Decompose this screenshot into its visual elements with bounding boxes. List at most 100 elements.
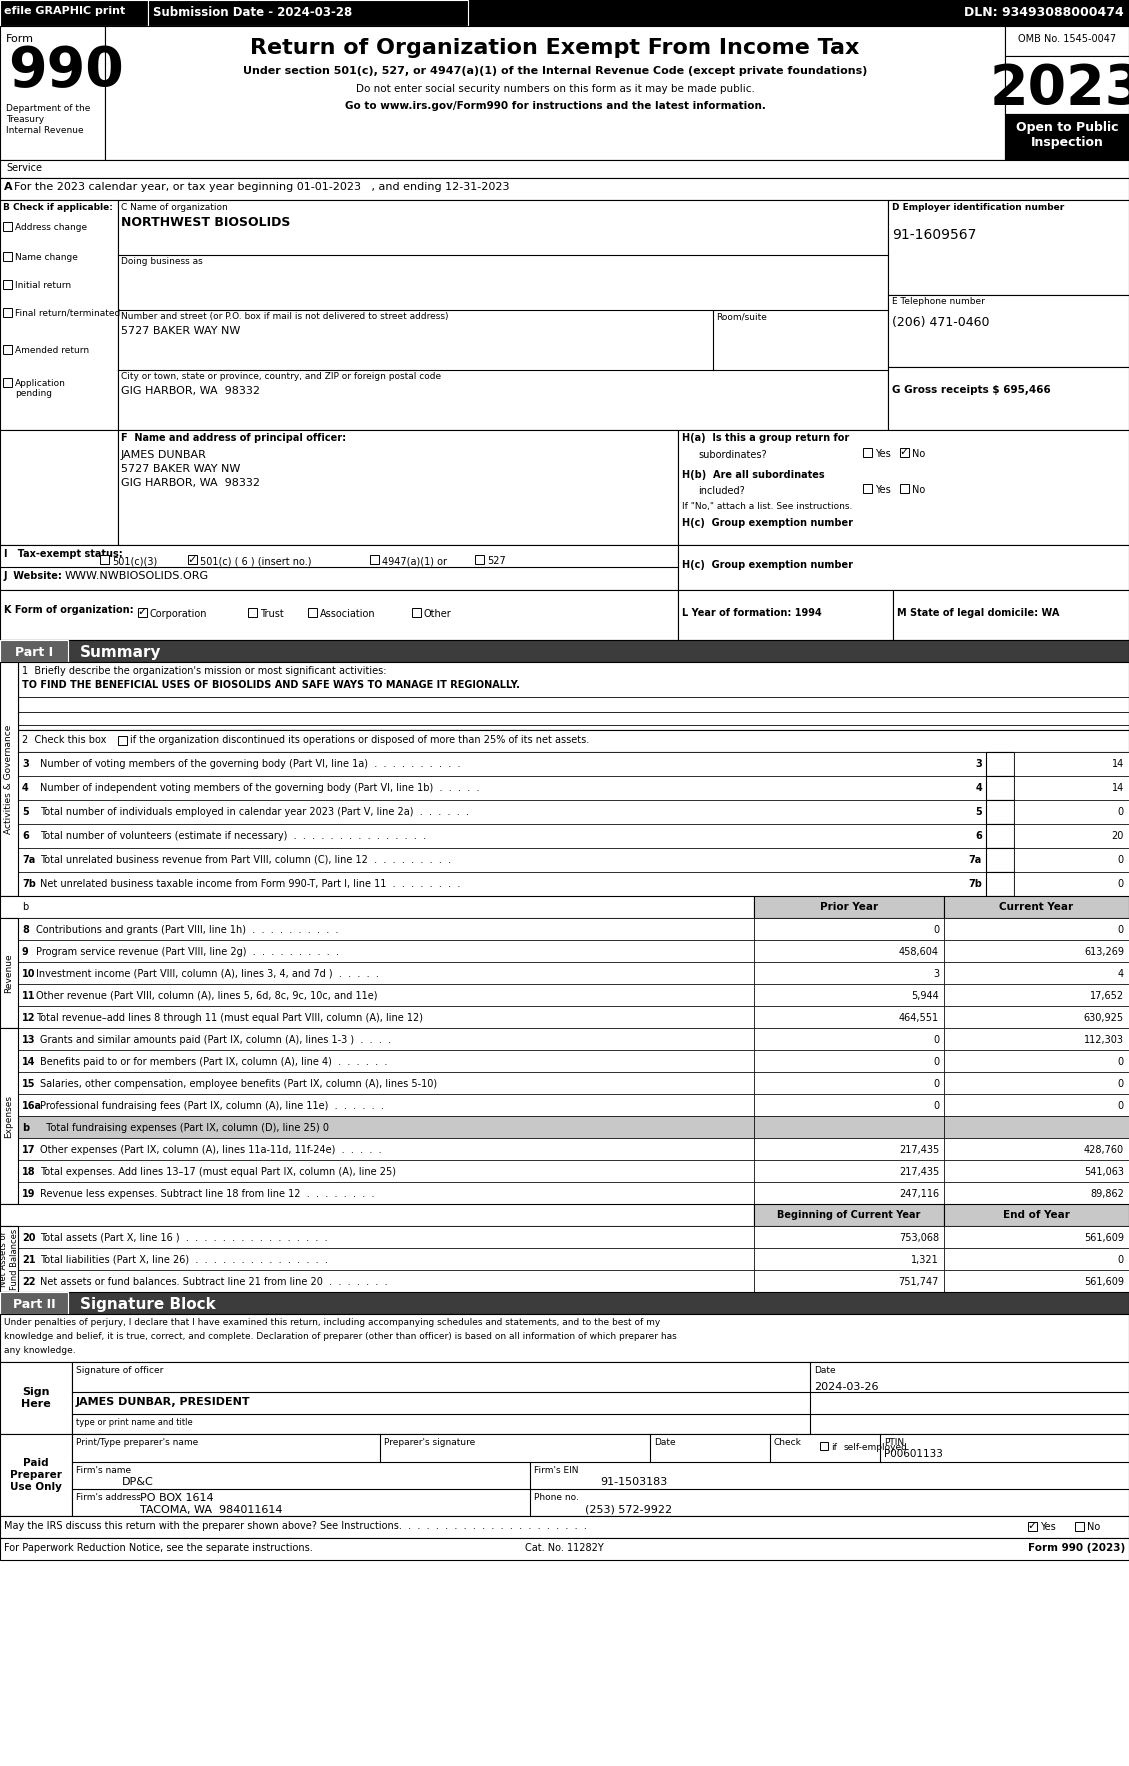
Text: Other revenue (Part VIII, column (A), lines 5, 6d, 8c, 9c, 10c, and 11e): Other revenue (Part VIII, column (A), li…	[36, 991, 377, 1001]
Text: 3: 3	[975, 759, 982, 768]
Text: Form 990 (2023): Form 990 (2023)	[1027, 1543, 1124, 1552]
Bar	[754, 1226, 944, 1249]
Text: D Employer identification number: D Employer identification number	[892, 203, 1065, 212]
Text: Yes: Yes	[875, 486, 891, 494]
Text: 217,435: 217,435	[899, 1144, 939, 1155]
Text: Total number of individuals employed in calendar year 2023 (Part V, line 2a)  . : Total number of individuals employed in …	[40, 807, 469, 818]
Text: Grants and similar amounts paid (Part IX, column (A), lines 1-3 )  .  .  .  .: Grants and similar amounts paid (Part IX…	[40, 1035, 391, 1045]
Bar	[754, 962, 944, 984]
Text: H(c)  Group exemption number: H(c) Group exemption number	[682, 560, 854, 570]
Bar	[0, 662, 18, 895]
Text: 2023: 2023	[990, 62, 1129, 117]
Text: (253) 572-9922: (253) 572-9922	[585, 1505, 672, 1513]
Text: 17,652: 17,652	[1089, 991, 1124, 1001]
Bar	[0, 546, 679, 590]
Text: Number of independent voting members of the governing body (Part VI, line 1b)  .: Number of independent voting members of …	[40, 782, 480, 793]
Bar	[18, 962, 754, 984]
Text: Name change: Name change	[15, 253, 78, 261]
Text: 247,116: 247,116	[899, 1189, 939, 1199]
Text: H(b)  Are all subordinates: H(b) Are all subordinates	[682, 470, 824, 480]
Text: Final return/terminated: Final return/terminated	[15, 309, 121, 318]
Bar	[18, 1116, 754, 1137]
Bar	[0, 639, 1129, 662]
Text: 217,435: 217,435	[899, 1167, 939, 1176]
Text: Revenue: Revenue	[5, 954, 14, 992]
Bar	[148, 0, 469, 26]
Bar	[18, 940, 754, 962]
Text: Firm's address: Firm's address	[76, 1492, 141, 1503]
Text: Do not enter social security numbers on this form as it may be made public.: Do not enter social security numbers on …	[356, 85, 754, 94]
Bar	[18, 1072, 754, 1093]
Text: 7b: 7b	[969, 879, 982, 888]
Bar	[0, 178, 1129, 200]
Text: OMB No. 1545-0047: OMB No. 1545-0047	[1018, 34, 1117, 44]
Text: ✓: ✓	[138, 608, 147, 618]
Bar	[18, 775, 1014, 800]
Bar	[18, 662, 1129, 729]
Text: Form: Form	[6, 34, 34, 44]
Bar	[18, 752, 1014, 775]
Text: Sign
Here: Sign Here	[21, 1388, 51, 1409]
Text: type or print name and title: type or print name and title	[76, 1418, 193, 1427]
Text: E Telephone number: E Telephone number	[892, 297, 984, 306]
Bar	[0, 1538, 1129, 1559]
Bar	[308, 608, 317, 616]
Text: 0: 0	[933, 1079, 939, 1090]
Bar	[754, 940, 944, 962]
Text: F  Name and address of principal officer:: F Name and address of principal officer:	[121, 433, 347, 443]
Text: if: if	[831, 1443, 837, 1452]
Text: Open to Public
Inspection: Open to Public Inspection	[1016, 122, 1118, 148]
Text: Signature Block: Signature Block	[80, 1296, 216, 1312]
Bar	[944, 1226, 1129, 1249]
Bar	[248, 608, 257, 616]
Bar	[0, 639, 68, 662]
Bar	[370, 555, 379, 563]
Text: Treasury: Treasury	[6, 115, 44, 124]
Text: Yes: Yes	[1040, 1522, 1056, 1531]
Bar	[944, 895, 1129, 918]
Text: 0: 0	[1118, 807, 1124, 818]
Text: Activities & Governance: Activities & Governance	[5, 724, 14, 834]
Text: 1  Briefly describe the organization's mission or most significant activities:: 1 Briefly describe the organization's mi…	[21, 666, 386, 676]
Bar	[18, 1028, 754, 1051]
Text: May the IRS discuss this return with the preparer shown above? See Instructions.: May the IRS discuss this return with the…	[5, 1521, 587, 1531]
Bar	[944, 1249, 1129, 1270]
Bar	[1014, 825, 1129, 848]
Text: Internal Revenue: Internal Revenue	[6, 125, 84, 134]
Text: Application
pending: Application pending	[15, 380, 65, 399]
Text: 13: 13	[21, 1035, 35, 1045]
Text: 428,760: 428,760	[1084, 1144, 1124, 1155]
Text: Number of voting members of the governing body (Part VI, line 1a)  .  .  .  .  .: Number of voting members of the governin…	[40, 759, 461, 768]
Text: 14: 14	[21, 1058, 35, 1067]
Bar	[1005, 26, 1129, 57]
Text: Signature of officer: Signature of officer	[76, 1365, 164, 1376]
Text: Net unrelated business taxable income from Form 990-T, Part I, line 11  .  .  . : Net unrelated business taxable income fr…	[40, 879, 461, 888]
Text: subordinates?: subordinates?	[698, 450, 767, 459]
Bar	[944, 1116, 1129, 1137]
Text: 112,303: 112,303	[1084, 1035, 1124, 1045]
Text: A: A	[5, 182, 12, 192]
Text: 91-1609567: 91-1609567	[892, 228, 977, 242]
Bar	[119, 200, 889, 429]
Bar	[754, 1249, 944, 1270]
Text: included?: included?	[698, 486, 745, 496]
Text: 7b: 7b	[21, 879, 36, 888]
Bar	[889, 367, 1129, 429]
Bar	[18, 872, 1014, 895]
Text: For the 2023 calendar year, or tax year beginning 01-01-2023   , and ending 12-3: For the 2023 calendar year, or tax year …	[14, 182, 509, 192]
Text: (206) 471-0460: (206) 471-0460	[892, 316, 989, 328]
Text: Other: Other	[425, 609, 452, 620]
Bar	[18, 1181, 754, 1204]
Bar	[754, 1051, 944, 1072]
Text: Firm's name: Firm's name	[76, 1466, 131, 1475]
Bar	[986, 848, 1014, 872]
Text: PO BOX 1614: PO BOX 1614	[140, 1492, 213, 1503]
Text: knowledge and belief, it is true, correct, and complete. Declaration of preparer: knowledge and belief, it is true, correc…	[5, 1332, 676, 1340]
Bar	[754, 895, 944, 918]
Text: 0: 0	[1118, 855, 1124, 865]
Text: 5: 5	[975, 807, 982, 818]
Text: M State of legal domicile: WA: M State of legal domicile: WA	[898, 608, 1059, 618]
Bar	[754, 984, 944, 1007]
Bar	[0, 1515, 1129, 1538]
Text: G Gross receipts $ 695,466: G Gross receipts $ 695,466	[892, 385, 1051, 396]
